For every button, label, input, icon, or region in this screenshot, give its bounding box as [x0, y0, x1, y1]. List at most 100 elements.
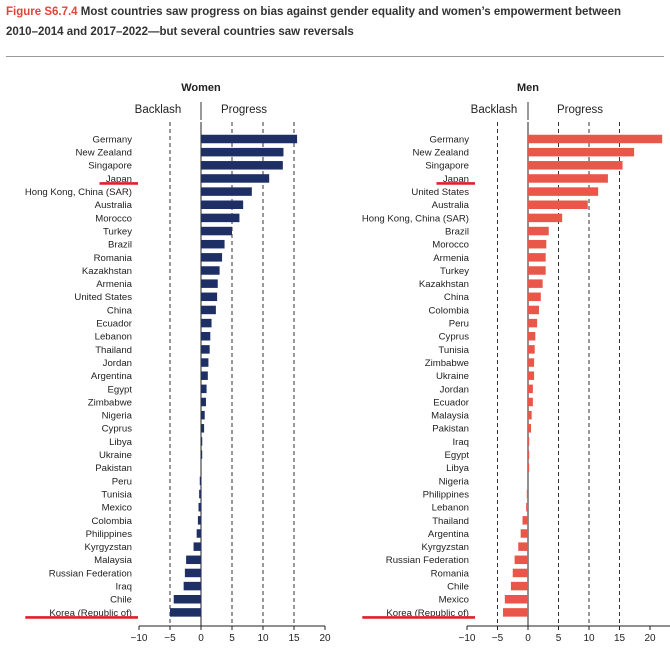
men-bar: [522, 516, 528, 525]
women-bar: [198, 502, 201, 512]
men-category-label: China: [444, 292, 470, 303]
men-bar: [528, 134, 663, 144]
men-bar: [514, 555, 528, 565]
men-tick-label: 20: [644, 633, 656, 644]
women-category-label: Colombia: [91, 516, 132, 527]
women-category-label: Japan: [106, 174, 132, 185]
women-bar: [199, 476, 201, 486]
women-category-label: Thailand: [95, 345, 132, 356]
women-category-label: Kazakhstan: [82, 266, 132, 277]
women-bar: [201, 147, 284, 157]
men-bar: [526, 502, 528, 512]
women-category-label: Turkey: [103, 226, 132, 237]
men-category-label: Lebanon: [432, 503, 469, 514]
women-category-label: Zimbabwe: [88, 397, 132, 408]
women-bar: [201, 397, 206, 407]
women-category-label: Ukraine: [99, 450, 132, 461]
men-bar: [528, 239, 547, 249]
men-bar: [528, 410, 532, 420]
women-bar: [201, 410, 205, 420]
women-bar: [201, 200, 244, 209]
men-category-label: Malaysia: [431, 411, 470, 422]
women-category-label: Argentina: [91, 371, 133, 382]
women-category-label: Romania: [94, 253, 133, 264]
men-bar: [528, 266, 546, 275]
women-bar: [199, 489, 201, 499]
men-bar: [528, 450, 530, 459]
women-bar: [201, 384, 207, 394]
women-bar: [201, 332, 211, 341]
women-category-label: Malaysia: [94, 555, 133, 566]
figure-title: Figure S6.7.4 Most countries saw progres…: [6, 2, 646, 42]
women-bar: [201, 239, 225, 249]
men-category-label: Kazakhstan: [419, 279, 469, 290]
men-bar: [528, 292, 541, 302]
women-category-label: Egypt: [107, 384, 132, 395]
women-bar: [201, 450, 203, 459]
women-bar: [201, 161, 283, 170]
men-tick-label: 15: [614, 633, 626, 644]
men-category-label: Jordan: [440, 384, 469, 395]
figure-title-text: Most countries saw progress on bias agai…: [6, 6, 621, 38]
women-bar: [201, 305, 216, 315]
men-bar: [504, 595, 528, 604]
women-category-label: China: [107, 305, 133, 316]
men-category-label: Philippines: [423, 489, 470, 500]
men-category-label: Egypt: [444, 450, 469, 461]
women-backlash-label: Backlash: [135, 104, 182, 116]
men-category-label: Ecuador: [433, 397, 470, 408]
men-category-label: Libya: [446, 463, 470, 474]
men-tick-label: −5: [492, 633, 504, 644]
women-category-label: Nigeria: [102, 411, 133, 422]
women-tick-label: 20: [319, 633, 331, 644]
women-tick-label: 0: [198, 633, 204, 644]
figure-label: Figure S6.7.4: [6, 6, 78, 18]
women-bar: [183, 581, 201, 591]
women-category-label: Iraq: [115, 582, 132, 593]
men-bar: [528, 213, 563, 223]
men-bar: [528, 384, 533, 394]
men-bar: [520, 529, 528, 538]
men-category-label: Colombia: [428, 305, 469, 316]
women-category-label: Peru: [112, 476, 132, 487]
men-bar: [528, 332, 536, 341]
men-bar: [528, 279, 543, 288]
women-tick-label: −10: [131, 633, 148, 644]
women-category-label: Kyrgyzstan: [85, 542, 132, 553]
women-bar: [193, 542, 201, 551]
women-bar: [201, 371, 208, 380]
men-category-label: Iraq: [452, 437, 469, 448]
men-category-label: Nigeria: [439, 476, 470, 487]
men-category-label: Mexico: [439, 595, 469, 606]
women-category-label: Hong Kong, China (SAR): [25, 187, 132, 198]
women-bar: [201, 174, 270, 183]
women-bar: [173, 595, 201, 604]
men-tick-label: 5: [556, 633, 562, 644]
men-category-label: United States: [411, 187, 469, 198]
women-tick-label: 15: [288, 633, 300, 644]
men-bar: [528, 463, 530, 472]
men-category-label: Pakistan: [432, 424, 469, 435]
men-bar: [510, 581, 528, 591]
women-bar: [201, 424, 205, 433]
women-chart-title: Women: [181, 82, 221, 94]
women-category-label: Pakistan: [95, 463, 132, 474]
men-bar: [528, 161, 623, 170]
women-bar: [201, 213, 240, 223]
men-tick-label: 10: [583, 633, 595, 644]
women-category-label: United States: [74, 292, 132, 303]
men-bar: [528, 358, 535, 367]
women-category-label: Jordan: [103, 358, 132, 369]
men-category-label: Romania: [431, 568, 470, 579]
title-divider: [6, 56, 664, 57]
women-category-label: Australia: [95, 200, 133, 211]
women-category-label: Philippines: [86, 529, 133, 540]
women-bar: [184, 568, 201, 578]
women-category-label: Libya: [109, 437, 133, 448]
women-bar: [201, 318, 212, 328]
men-category-label: Thailand: [432, 516, 469, 527]
women-progress-label: Progress: [221, 104, 267, 116]
women-category-label: Russian Federation: [49, 568, 132, 579]
men-bar: [528, 437, 530, 446]
